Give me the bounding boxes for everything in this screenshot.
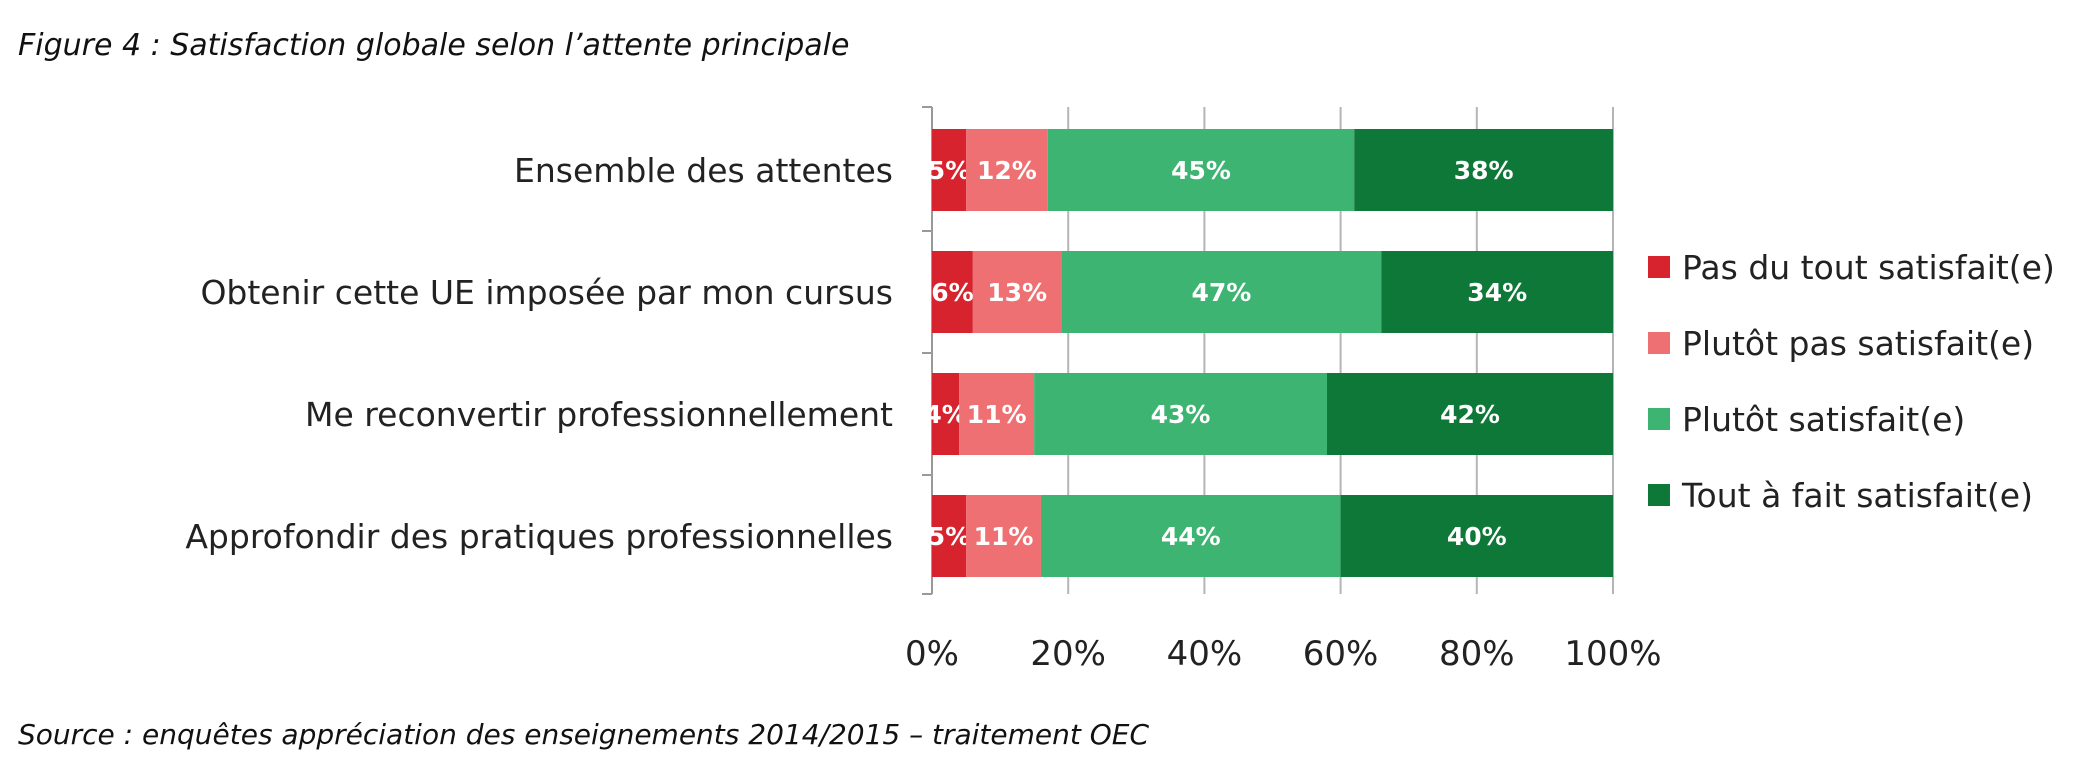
bar-segment bbox=[1034, 373, 1327, 455]
legend-label: Pas du tout satisfait(e) bbox=[1682, 248, 2055, 287]
bar-value-label: 6% bbox=[931, 278, 973, 307]
bar-segment bbox=[932, 373, 960, 455]
bar-segment bbox=[966, 129, 1048, 211]
bar-segment bbox=[932, 251, 973, 333]
category-label: Ensemble des attentes bbox=[514, 151, 893, 190]
figure-title: Figure 4 : Satisfaction globale selon l’… bbox=[18, 28, 850, 63]
bar-value-label: 38% bbox=[1454, 156, 1514, 185]
bars: 5% 12% 45% 38%6% 13% 47% 34%4% 11% 43% 42%5% 11% 44… bbox=[924, 129, 1613, 577]
bar-value-label: 5% bbox=[928, 156, 970, 185]
legend-label: Plutôt satisfait(e) bbox=[1682, 400, 1965, 439]
x-tick-label: 100% bbox=[1564, 634, 1661, 674]
figure-source: Source : enquêtes appréciation des ensei… bbox=[18, 718, 1150, 751]
bar-segment bbox=[1354, 129, 1613, 211]
bar-segment bbox=[1326, 373, 1613, 455]
bar-value-label: 42% bbox=[1440, 400, 1500, 429]
bar-segment bbox=[932, 495, 967, 577]
legend-label: Tout à fait satisfait(e) bbox=[1681, 476, 2033, 515]
bar-segment bbox=[966, 495, 1041, 577]
bar-segment bbox=[1381, 251, 1613, 333]
stacked-bar-chart: 5% 12% 45% 38%6% 13% 47% 34%4% 11% 43% 42%5% 11% 44… bbox=[185, 106, 2055, 674]
bar-value-label: 44% bbox=[1161, 522, 1221, 551]
bar-value-label: 12% bbox=[977, 156, 1037, 185]
bar-value-label: 43% bbox=[1151, 400, 1211, 429]
bar-segment bbox=[1047, 129, 1355, 211]
bar-value-label: 40% bbox=[1447, 522, 1507, 551]
category-label: Approfondir des pratiques professionnell… bbox=[185, 517, 893, 556]
legend-swatch bbox=[1648, 484, 1670, 506]
bar-segment bbox=[1040, 495, 1341, 577]
bar-segment bbox=[1061, 251, 1382, 333]
category-label: Obtenir cette UE imposée par mon cursus bbox=[200, 273, 893, 312]
legend-swatch bbox=[1648, 256, 1670, 278]
legend-swatch bbox=[1648, 332, 1670, 354]
legend-swatch bbox=[1648, 408, 1670, 430]
bar-segment bbox=[1340, 495, 1613, 577]
bar-value-label: 45% bbox=[1171, 156, 1231, 185]
category-labels: Ensemble des attentes Obtenir cette UE im… bbox=[185, 151, 893, 556]
x-tick-label: 40% bbox=[1167, 634, 1243, 674]
x-tick-label: 60% bbox=[1303, 634, 1379, 674]
bar-value-label: 11% bbox=[974, 522, 1034, 551]
x-tick-label: 0% bbox=[905, 634, 959, 674]
bar-value-label: 13% bbox=[987, 278, 1047, 307]
bar-value-label: 47% bbox=[1192, 278, 1252, 307]
bar-segment bbox=[959, 373, 1035, 455]
x-tick-labels: 0% 20% 40% 60% 80% 100% bbox=[905, 634, 1662, 674]
category-label: Me reconvertir professionnellement bbox=[305, 395, 893, 434]
legend-label: Plutôt pas satisfait(e) bbox=[1682, 324, 2034, 363]
x-tick-label: 20% bbox=[1030, 634, 1106, 674]
bar-segment bbox=[932, 129, 967, 211]
x-tick-label: 80% bbox=[1439, 634, 1515, 674]
bar-value-label: 34% bbox=[1467, 278, 1527, 307]
bar-segment bbox=[972, 251, 1062, 333]
legend: Pas du tout satisfait(e) Plutôt pas satis… bbox=[1648, 248, 2055, 515]
bar-value-label: 11% bbox=[967, 400, 1027, 429]
bar-value-label: 5% bbox=[928, 522, 970, 551]
